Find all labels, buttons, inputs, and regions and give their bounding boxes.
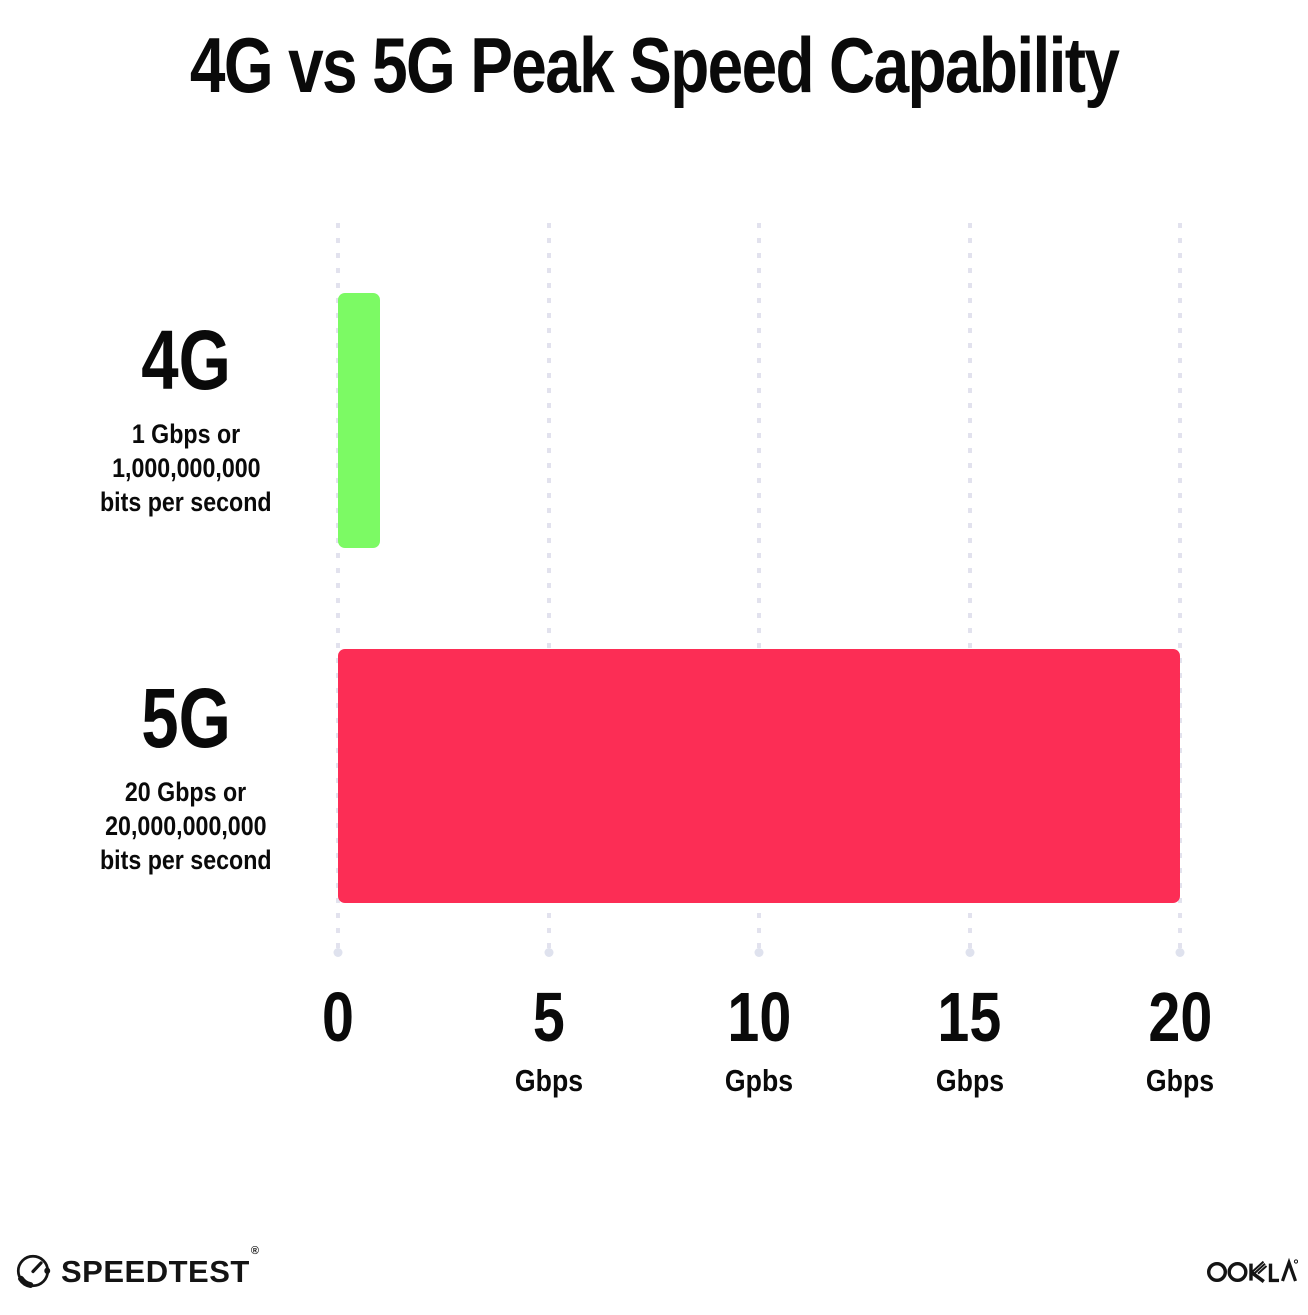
gridline-20 [1178,223,1182,951]
x-tick-number: 0 [322,978,354,1056]
gridline-10 [757,223,761,951]
x-tick-20: 20 Gbps [1140,982,1219,1096]
speedtest-logo: SPEEDTEST® [14,1244,260,1290]
x-tick-number: 5 [532,978,565,1056]
x-tick-10: 10 Gpbs [719,982,798,1096]
chart-title-text: 4G vs 5G Peak Speed Capability [189,21,1120,109]
row-label-5g-sublabel: 20 Gbps or 20,000,000,000 bits per secon… [100,777,272,875]
plot-area [336,223,1182,951]
x-tick-unit: Gbps [1145,1063,1215,1098]
x-tick-15: 15 Gbps [930,982,1009,1096]
speedtest-wordmark: SPEEDTEST® [61,1244,260,1289]
chart-title: 4G vs 5G Peak Speed Capability [0,20,1308,111]
speedtest-trademark: ® [250,1244,260,1257]
gridline-0 [336,223,340,951]
speedtest-gauge-icon [15,1253,51,1289]
x-tick-5: 5 Gbps [509,982,588,1096]
x-tick-number: 15 [937,978,1002,1056]
bar-4g [338,293,381,548]
ookla-wordmark-icon [1206,1257,1299,1284]
x-tick-0: 0 [319,982,358,1052]
x-tick-unit: Gbps [935,1063,1004,1098]
gridline-15 [967,223,972,951]
row-label-4g-sublabel: 1 Gbps or 1,000,000,000 bits per second [100,419,272,517]
gridline-5 [546,223,551,951]
x-tick-unit: Gbps [514,1063,583,1098]
x-tick-unit: Gpbs [724,1063,794,1098]
row-label-5g: 5G 20 Gbps or 20,000,000,000 bits per se… [36,676,336,877]
x-tick-number: 20 [1148,978,1212,1056]
row-label-5g-name: 5G [141,671,231,765]
x-axis: 0 5 Gbps 10 Gpbs 15 Gbps 20 Gbps [322,982,1214,1102]
bar-5g [338,649,1180,903]
ookla-logo: OOKLA [1206,1253,1299,1292]
row-label-4g-name: 4G [141,313,231,407]
x-tick-number: 10 [727,978,791,1056]
row-label-4g: 4G 1 Gbps or 1,000,000,000 bits per seco… [36,318,336,519]
